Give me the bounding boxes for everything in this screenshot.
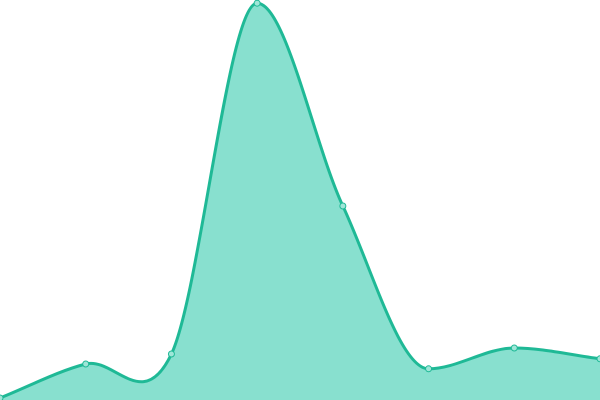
area-fill <box>0 3 600 400</box>
data-point-7 <box>596 355 600 363</box>
data-point-0 <box>0 394 4 400</box>
data-point-4 <box>339 202 347 210</box>
data-point-6 <box>510 344 518 352</box>
data-point-3 <box>253 0 261 7</box>
data-point-2 <box>167 350 175 358</box>
data-point-5 <box>425 365 433 373</box>
data-point-1 <box>82 360 90 368</box>
